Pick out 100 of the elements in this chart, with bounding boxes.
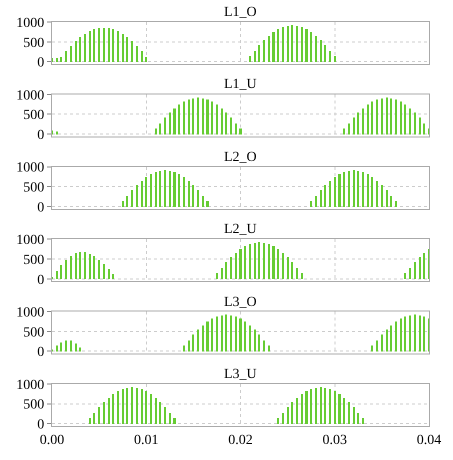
- y-tick-label: 1000: [16, 233, 44, 248]
- bar: [320, 386, 322, 424]
- bar: [192, 98, 194, 134]
- bar: [169, 112, 171, 134]
- bar: [296, 26, 298, 62]
- bar: [188, 180, 190, 207]
- bar: [126, 388, 128, 424]
- bar: [390, 98, 392, 134]
- bar: [84, 34, 86, 62]
- chart-title: L2_U: [224, 222, 257, 237]
- bar: [225, 112, 227, 134]
- x-tick-label: 0.00: [40, 432, 64, 448]
- bar: [235, 316, 237, 352]
- bar: [197, 330, 199, 352]
- bar: [141, 51, 143, 62]
- y-tick-label: 0: [37, 56, 44, 71]
- bar: [112, 274, 114, 280]
- bar: [216, 104, 218, 134]
- bar: [291, 262, 293, 280]
- y-tick-label: 0: [37, 418, 44, 433]
- bar: [409, 268, 411, 280]
- bar: [117, 31, 119, 62]
- bar: [268, 346, 270, 352]
- bar: [136, 184, 138, 207]
- bar: [89, 31, 91, 62]
- bar: [244, 246, 246, 280]
- bar: [136, 46, 138, 62]
- bar: [235, 123, 237, 134]
- y-tick-label: 1000: [16, 378, 44, 393]
- bar: [65, 260, 67, 280]
- bar: [357, 412, 359, 424]
- bar: [239, 128, 242, 134]
- bar: [75, 41, 77, 62]
- bar: [239, 249, 242, 280]
- bar: [371, 346, 373, 352]
- bar: [145, 176, 147, 207]
- bar: [98, 406, 100, 424]
- y-tick-label: 0: [37, 345, 44, 360]
- bar: [305, 390, 308, 424]
- bar: [254, 330, 256, 352]
- bar: [164, 117, 166, 134]
- bar: [60, 57, 62, 62]
- bar: [263, 243, 265, 280]
- bar: [334, 390, 336, 424]
- chart-title: L3_U: [224, 367, 257, 382]
- bar: [404, 104, 406, 134]
- bar: [315, 388, 317, 424]
- y-tick-label: 500: [23, 398, 44, 413]
- bar: [414, 112, 416, 134]
- bar: [169, 412, 171, 424]
- bar: [230, 316, 232, 352]
- bar: [419, 316, 421, 352]
- y-tick-label: 0: [37, 200, 44, 216]
- bar: [395, 200, 397, 207]
- bar: [103, 28, 105, 62]
- y-tick-label: 500: [23, 180, 44, 196]
- bar: [414, 314, 416, 352]
- bar: [381, 98, 383, 134]
- bar: [145, 57, 147, 62]
- bar: [202, 326, 204, 352]
- bar: [376, 180, 378, 207]
- y-tick-label: 1000: [16, 305, 44, 320]
- bar: [183, 176, 185, 207]
- bar: [301, 273, 303, 280]
- bar: [310, 200, 312, 207]
- bar: [296, 268, 298, 280]
- bar: [84, 252, 86, 280]
- bar: [329, 180, 331, 207]
- bar: [400, 101, 402, 134]
- bar: [376, 99, 378, 134]
- bar: [362, 418, 364, 424]
- bar: [404, 316, 406, 352]
- bar: [268, 36, 270, 62]
- bar: [221, 316, 223, 352]
- y-tick-label: 500: [23, 108, 44, 124]
- bar: [277, 418, 279, 424]
- bar: [390, 326, 392, 352]
- bar: [357, 112, 359, 134]
- bar: [353, 117, 355, 134]
- bar: [272, 32, 275, 62]
- bar: [70, 256, 72, 280]
- bar: [381, 334, 383, 352]
- bar: [409, 108, 411, 134]
- bar: [324, 45, 326, 62]
- bar: [173, 108, 176, 134]
- bar: [159, 170, 161, 207]
- bar: [320, 40, 322, 62]
- bar: [108, 269, 110, 280]
- bar: [277, 29, 279, 62]
- chart-title: L1_U: [224, 77, 257, 92]
- bar: [225, 314, 227, 352]
- bar: [98, 28, 100, 62]
- bar: [103, 264, 105, 280]
- y-tick-label: 0: [37, 128, 44, 143]
- bar: [206, 200, 209, 207]
- bar: [93, 29, 95, 62]
- bar: [423, 253, 425, 280]
- bar: [362, 172, 364, 207]
- bar: [89, 254, 91, 280]
- bar: [225, 262, 227, 280]
